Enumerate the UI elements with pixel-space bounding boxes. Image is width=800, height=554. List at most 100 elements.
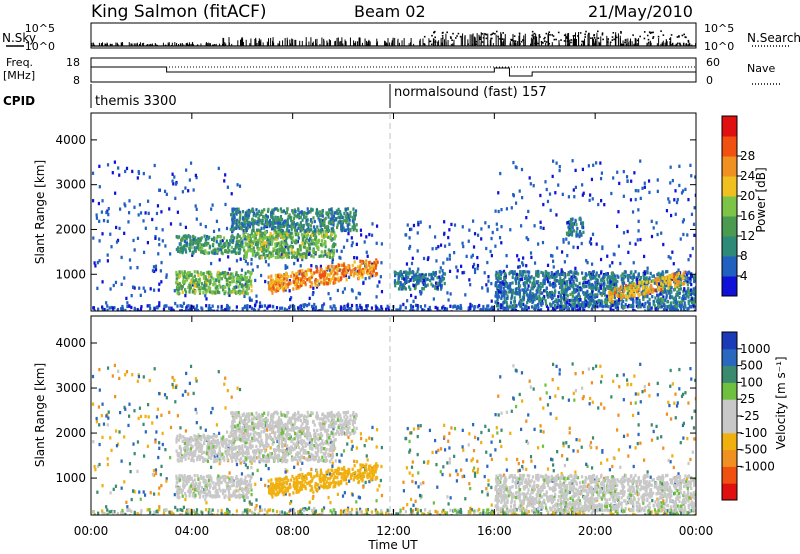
region-cell (180, 270, 183, 274)
scatter-cell (485, 246, 488, 251)
scatter-cell (481, 286, 484, 290)
noise-search-dot (511, 38, 514, 41)
scatter-cell (118, 226, 121, 231)
region-cell (574, 289, 577, 294)
scatter-cell (147, 211, 150, 216)
noise-search-dot (643, 31, 646, 33)
region-cell (253, 221, 256, 225)
region-cell (302, 223, 305, 228)
region-cell (305, 234, 308, 239)
noise-search-dot (685, 36, 687, 39)
near-range-cell (513, 307, 516, 311)
scatter-cell (336, 288, 339, 293)
scatter-cell (617, 210, 620, 214)
region-cell (556, 269, 559, 274)
region-cell (308, 246, 311, 251)
noise-search-dot (579, 32, 582, 34)
region-cell (247, 216, 250, 220)
region-cell (250, 249, 253, 253)
region-cell (217, 270, 220, 274)
scatter-cell (687, 258, 690, 262)
region-cell (277, 252, 280, 256)
scatter-cell (172, 182, 175, 186)
region-cell (261, 218, 264, 223)
region-cell (229, 290, 232, 295)
region-cell (393, 273, 397, 278)
scatter-cell (269, 242, 272, 246)
near-range-cell (423, 308, 426, 311)
region-cell (515, 281, 518, 286)
region-cell (351, 225, 354, 229)
scatter-cell (490, 236, 493, 241)
near-range-cell (441, 306, 444, 310)
noise-search-dot (650, 31, 653, 34)
near-range-cell (366, 303, 369, 308)
region-cell (408, 270, 411, 274)
noise-search-dot (542, 41, 544, 44)
region-cell (267, 237, 270, 242)
scatter-cell (599, 257, 603, 262)
region-cell (553, 303, 556, 308)
scatter-cell (480, 237, 483, 241)
near-range-cell (598, 304, 602, 308)
region-cell (290, 231, 293, 235)
region-cell (566, 282, 569, 287)
region-cell (598, 282, 602, 286)
region-cell (615, 299, 618, 303)
scatter-cell (631, 210, 635, 214)
region-cell (248, 235, 251, 240)
region-cell (183, 239, 187, 244)
region-cell (361, 272, 364, 276)
region-cell (513, 296, 516, 300)
near-range-cell (654, 307, 658, 311)
scatter-cell (419, 292, 422, 296)
region-cell (299, 278, 302, 282)
scatter-cell (616, 224, 619, 229)
near-range-cell (273, 309, 276, 311)
noise-tick-bottom-right: 10^0 (704, 40, 734, 53)
region-cell (563, 304, 566, 308)
region-cell (258, 247, 261, 251)
near-range-cell (620, 305, 623, 309)
scatter-cell (448, 253, 451, 258)
near-range-cell (476, 305, 479, 309)
region-cell (266, 209, 270, 213)
region-cell (225, 239, 229, 243)
region-cell (504, 275, 507, 279)
region-cell (563, 297, 566, 301)
scatter-cell (467, 239, 470, 243)
scatter-cell (617, 244, 621, 248)
region-cell (611, 276, 615, 281)
scatter-cell (687, 197, 690, 202)
region-cell (346, 270, 349, 274)
scatter-cell (555, 161, 558, 165)
region-cell (327, 248, 330, 252)
region-cell (341, 271, 344, 276)
region-cell (285, 282, 288, 287)
region-cell (693, 274, 696, 278)
region-cell (567, 271, 570, 275)
region-cell (184, 288, 187, 292)
scatter-cell (340, 249, 343, 254)
scatter-cell (527, 237, 530, 242)
near-range-cell (472, 309, 476, 311)
region-cell (525, 277, 528, 281)
region-cell (678, 295, 681, 300)
region-cell (284, 286, 287, 290)
region-cell (529, 276, 532, 280)
region-cell (295, 286, 298, 291)
region-cell (231, 272, 234, 276)
region-cell (266, 236, 269, 240)
scatter-cell (240, 268, 244, 272)
region-cell (190, 272, 193, 277)
region-cell (252, 251, 255, 255)
region-cell (440, 283, 443, 288)
scatter-cell (371, 262, 374, 266)
region-cell (224, 249, 227, 254)
region-cell (188, 246, 191, 251)
region-cell (219, 285, 222, 289)
scatter-cell (256, 219, 259, 224)
scatter-cell (410, 227, 413, 231)
region-cell (208, 244, 212, 249)
region-cell (245, 254, 248, 259)
